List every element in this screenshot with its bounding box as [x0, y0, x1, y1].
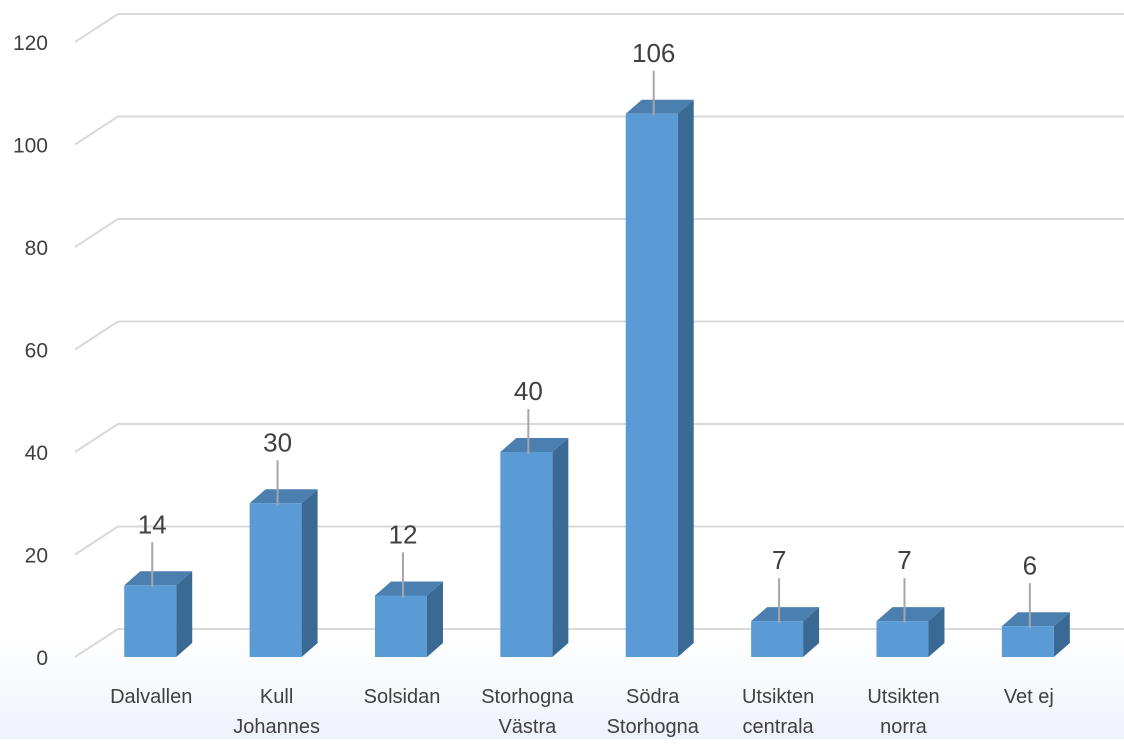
x-tick-label-line: Kull — [260, 686, 293, 708]
bar-side — [552, 438, 569, 657]
x-tick-label: Utsikten centrala — [742, 686, 815, 738]
data-label: 106 — [632, 38, 675, 68]
x-tick-label-line: Solsidan — [364, 686, 441, 708]
bars — [124, 99, 1070, 657]
bar-top — [500, 438, 569, 452]
gridline-diagonal — [74, 218, 119, 248]
bar — [500, 438, 569, 657]
x-tick-label-line: Västra — [498, 716, 557, 738]
data-label: 7 — [772, 545, 786, 575]
data-label: 12 — [389, 520, 418, 550]
x-tick-label: Utsikten norra — [867, 686, 939, 738]
bar-front — [876, 621, 929, 657]
bar-front — [374, 595, 427, 657]
data-label: 40 — [514, 376, 543, 406]
gridline-diagonal — [74, 628, 119, 658]
bar-top — [751, 607, 820, 622]
bar-front — [249, 503, 302, 657]
y-tick-label: 120 — [13, 32, 48, 55]
y-tick-label: 100 — [13, 135, 48, 158]
bar-side — [426, 581, 443, 657]
bar — [1001, 612, 1070, 657]
x-tick-label-line: Utsikten — [867, 686, 939, 708]
bar-top — [876, 607, 945, 622]
x-tick-label-line: Södra — [626, 686, 680, 708]
bar-front — [751, 621, 804, 657]
data-label: 6 — [1023, 550, 1037, 580]
y-tick-label: 80 — [25, 237, 48, 260]
bar — [374, 581, 443, 657]
y-tick-label: 20 — [25, 545, 48, 568]
bar-top — [249, 489, 318, 504]
x-tick-label: Dalvallen — [110, 686, 192, 708]
bar-front — [500, 452, 553, 657]
gridline-diagonal — [74, 320, 119, 351]
bar — [876, 607, 945, 657]
bar-top — [374, 581, 443, 596]
x-tick-label-line: Storhogna — [607, 716, 700, 738]
bar-side — [803, 607, 820, 657]
x-tick-label-line: Storhogna — [481, 686, 574, 708]
bar — [625, 99, 694, 657]
gridlines — [74, 13, 1124, 658]
bar-front — [1001, 626, 1054, 657]
data-label: 14 — [138, 509, 167, 539]
bar-side — [1053, 612, 1070, 657]
data-label: 7 — [897, 545, 911, 575]
y-tick-label: 40 — [25, 442, 48, 465]
gridline-diagonal — [74, 13, 119, 43]
x-tick-label: Storhogna Västra — [481, 686, 574, 738]
bar-front — [124, 585, 177, 657]
bar-side — [176, 571, 193, 657]
bar-top — [124, 571, 193, 586]
gridline-diagonal — [74, 423, 119, 453]
gridline-diagonal — [74, 525, 119, 556]
x-tick-label-line: Dalvallen — [110, 686, 192, 708]
x-tick-label-line: Vet ej — [1004, 686, 1054, 708]
bar — [249, 489, 318, 657]
gridline-diagonal — [74, 115, 119, 146]
data-label: 30 — [263, 427, 292, 457]
bar-side — [677, 99, 694, 657]
x-axis-category-labels: Dalvallen Kull Johannes Solsidan Storhogna Vä… — [110, 686, 1054, 738]
x-tick-label: Södra Storhogna — [607, 686, 700, 738]
x-tick-label: Solsidan — [364, 686, 441, 708]
bar — [751, 607, 820, 657]
x-tick-label-line: norra — [880, 716, 928, 738]
x-tick-label-line: centrala — [743, 716, 815, 738]
bar-front — [625, 113, 678, 657]
x-tick-label-line: Utsikten — [742, 686, 814, 708]
data-labels: 14 30 12 40 106 7 7 6 — [138, 38, 1037, 629]
x-tick-label-line: Johannes — [233, 716, 320, 738]
bar — [124, 571, 193, 657]
bar-side — [928, 607, 945, 657]
y-axis-tick-labels: 0 20 40 60 80 100 120 — [13, 32, 48, 670]
x-tick-label: Vet ej — [1004, 686, 1054, 708]
bar-top — [625, 99, 694, 114]
y-tick-label: 60 — [25, 340, 48, 363]
bar-top — [1001, 612, 1070, 627]
y-tick-label: 0 — [36, 647, 48, 670]
bar-side — [301, 489, 318, 657]
x-tick-label: Kull Johannes — [233, 686, 320, 738]
